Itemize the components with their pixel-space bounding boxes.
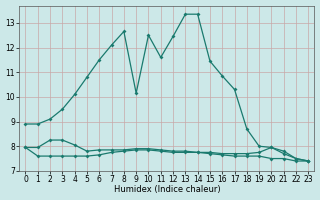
X-axis label: Humidex (Indice chaleur): Humidex (Indice chaleur) [114,185,220,194]
